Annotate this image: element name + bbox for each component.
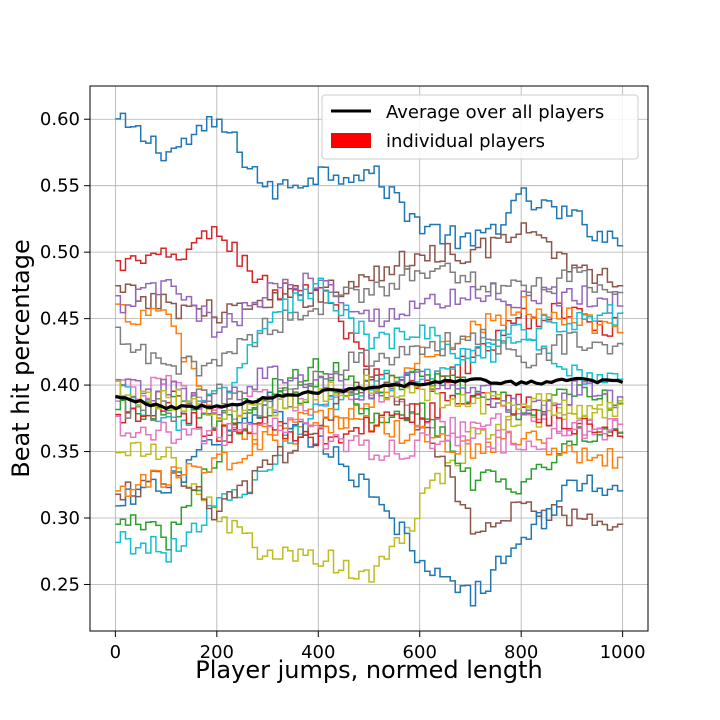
x-tick-label: 400 [301,642,335,663]
average-line [115,376,624,411]
x-tick-label: 600 [403,642,437,663]
x-tick-label: 200 [200,642,234,663]
y-tick-label: 0.60 [40,109,80,130]
legend-average-label: Average over all players [386,102,604,123]
x-tick-label: 1000 [600,642,646,663]
x-tick-label: 800 [504,642,538,663]
player-series-line [115,112,624,250]
player-series-line [115,272,624,338]
y-tick-label: 0.40 [40,375,80,396]
y-tick-label: 0.35 [40,442,80,463]
series-lines [115,112,624,607]
legend: Average over all players individual play… [321,94,639,160]
player-series-line [115,415,624,461]
player-series-line [115,262,624,377]
player-series-line [115,296,624,448]
y-axis-label: Beat hit percentage [7,239,35,478]
y-tick-label: 0.50 [40,242,80,263]
player-series-line [115,328,624,422]
x-axis-ticks: 0 200 400 600 800 1000 [110,631,646,663]
plot-frame [89,85,649,632]
legend-individual-label: individual players [386,131,545,152]
player-series-line [115,391,624,607]
y-tick-label: 0.30 [40,508,80,529]
y-tick-label: 0.25 [40,574,80,595]
average-line-group [115,376,624,411]
x-axis-label: Player jumps, normed length [195,656,542,684]
y-tick-label: 0.45 [40,309,80,330]
legend-box [321,94,639,160]
y-axis-ticks: 0.25 0.30 0.35 0.40 0.45 0.50 0.55 0.60 [40,109,90,595]
y-tick-label: 0.55 [40,176,80,197]
legend-individual-swatch [331,133,371,148]
x-tick-label: 0 [110,642,121,663]
